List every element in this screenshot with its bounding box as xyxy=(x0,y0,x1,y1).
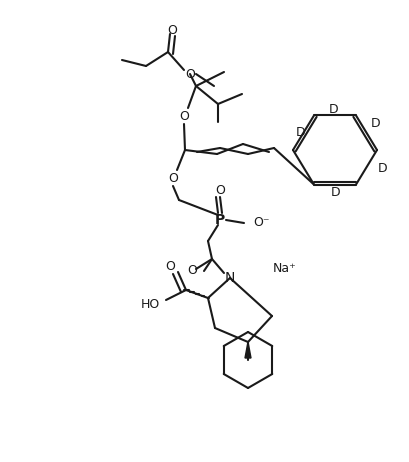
Text: O⁻: O⁻ xyxy=(253,217,270,230)
Text: P: P xyxy=(215,213,225,227)
Text: D: D xyxy=(331,186,341,199)
Text: N: N xyxy=(225,271,235,285)
Text: D: D xyxy=(296,126,306,139)
Text: D: D xyxy=(378,162,388,175)
Text: O: O xyxy=(215,184,225,197)
Text: O: O xyxy=(185,67,195,80)
Polygon shape xyxy=(245,342,251,358)
Text: O: O xyxy=(167,24,177,36)
Text: Na⁺: Na⁺ xyxy=(273,261,297,274)
Text: O: O xyxy=(179,109,189,122)
Text: D: D xyxy=(371,117,381,130)
Text: O: O xyxy=(187,265,197,278)
Text: HO: HO xyxy=(141,298,160,310)
Text: D: D xyxy=(329,103,339,116)
Text: O: O xyxy=(165,260,175,273)
Text: O: O xyxy=(168,171,178,184)
